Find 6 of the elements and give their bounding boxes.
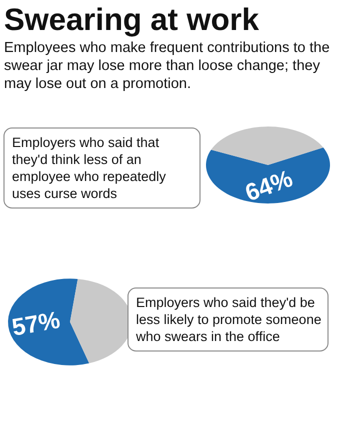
chart-subtitle: Employees who make frequent contributions to the swear jar may lose more than loose change; they may lose out on a promotion. [4, 40, 330, 92]
data-label: 57% [10, 306, 62, 342]
data-label: 64% [242, 165, 296, 208]
text: Employers who said that they'd think less of an employee who repeatedly uses curse words [12, 135, 166, 201]
chart-title: Swearing at work [4, 2, 260, 37]
text: Employers who said they'd be less likely to promote someone who swears in the office [135, 295, 322, 344]
